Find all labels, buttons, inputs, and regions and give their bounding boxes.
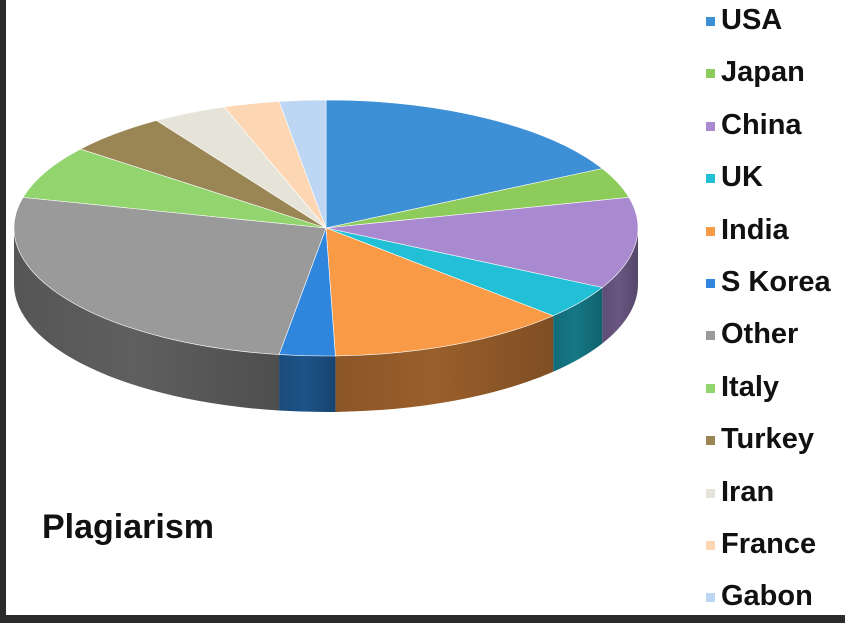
pie-slice-other	[13, 197, 327, 355]
legend-label: UK	[721, 161, 763, 194]
pie-slice-gabon	[278, 99, 327, 229]
legend-label: Turkey	[721, 423, 814, 456]
legend-swatch	[706, 121, 715, 131]
legend-label: India	[721, 213, 789, 246]
legend-swatch	[706, 279, 715, 288]
legend-label: Japan	[721, 56, 805, 89]
legend-label: USA	[721, 4, 783, 36]
legend-swatch	[706, 436, 715, 446]
legend-swatch	[706, 331, 715, 341]
slide-canvas: Plagiarism USA Japan China UK India S Korea Ot…	[6, 0, 845, 615]
legend-label: Other	[721, 318, 799, 351]
pie-tops	[13, 99, 639, 357]
legend-swatch	[706, 383, 715, 393]
legend-swatch	[706, 488, 715, 498]
pie-side-shading-other	[14, 228, 280, 411]
legend-swatch	[706, 174, 715, 184]
legend-swatch	[706, 541, 715, 550]
legend-swatch	[706, 69, 715, 79]
legend-label: Italy	[721, 370, 780, 403]
pie-slice-india	[325, 227, 554, 357]
chart-title: Plagiarism	[42, 508, 214, 546]
pie-slice-china	[325, 197, 639, 288]
legend-label: S Korea	[721, 266, 831, 298]
legend-swatch	[706, 593, 715, 603]
pie-chart	[13, 99, 639, 412]
pie-sides	[14, 228, 638, 412]
pie-side-shading-s-korea	[279, 354, 336, 412]
legend-label: China	[721, 108, 802, 141]
pie-slice-italy	[22, 148, 327, 229]
legend-swatch	[706, 226, 715, 236]
pie-side-shading-uk	[553, 287, 603, 372]
legend-label: Gabon	[721, 580, 813, 613]
legend-label: Iran	[721, 475, 775, 508]
pie-side-shading-china	[602, 228, 638, 344]
legend-swatch	[706, 17, 715, 26]
pie-slice-usa	[325, 99, 603, 229]
pie-side-shading-india	[335, 315, 554, 412]
legend-label: France	[721, 528, 817, 560]
